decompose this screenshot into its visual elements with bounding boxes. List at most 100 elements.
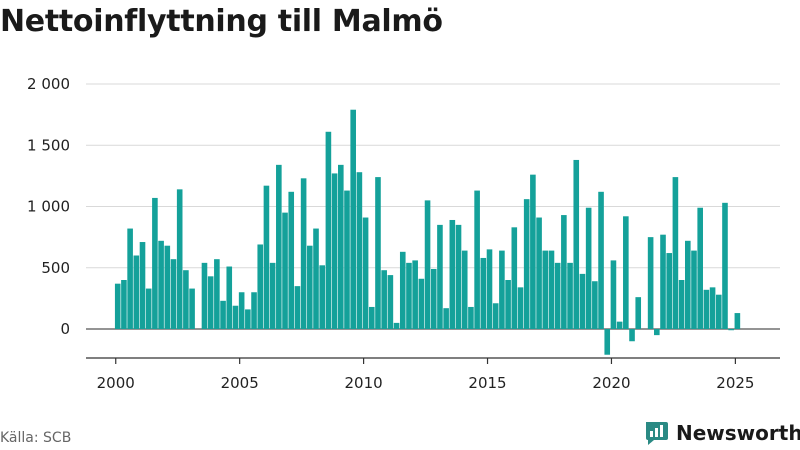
bar (517, 287, 524, 329)
bar (164, 245, 171, 329)
bar (455, 224, 462, 330)
y-tick-label: 500 (41, 259, 70, 277)
bar (338, 164, 344, 329)
newsworthy-brand[interactable]: Newsworthy (644, 420, 800, 446)
bar (238, 292, 245, 329)
bar (542, 250, 549, 329)
bar (579, 273, 586, 330)
bar (207, 276, 214, 329)
bar (573, 159, 580, 329)
bar (610, 260, 617, 329)
bar (170, 259, 177, 329)
bar (263, 185, 270, 329)
bar (251, 292, 257, 329)
y-axis-labels: 0 500 1 000 1 500 2 000 (27, 75, 70, 338)
bar (307, 245, 313, 329)
bar (461, 250, 468, 329)
bar (189, 288, 195, 329)
bar (424, 200, 431, 330)
bar (399, 251, 406, 329)
bar (437, 224, 443, 330)
x-tick-label: 2005 (221, 374, 259, 392)
bar (350, 109, 356, 329)
bar (697, 207, 703, 329)
bar (412, 260, 418, 329)
bar (468, 306, 474, 329)
bar (176, 189, 183, 329)
bar (145, 288, 152, 329)
bar (183, 270, 189, 329)
bar (691, 250, 697, 329)
bar (505, 280, 511, 329)
bar (623, 216, 629, 329)
bar (703, 289, 710, 329)
bar (709, 287, 716, 329)
brand-name: Newsworthy (676, 421, 800, 445)
bar (214, 259, 220, 329)
bar (158, 240, 164, 329)
y-tick-label: 2 000 (27, 75, 70, 93)
bar (492, 303, 499, 329)
bar (201, 262, 208, 329)
bar (734, 313, 741, 329)
bar (685, 240, 691, 329)
chart-title: Nettoinflyttning till Malmö (0, 4, 443, 39)
bar (139, 242, 146, 329)
bar (313, 228, 319, 329)
bar (486, 249, 493, 330)
bar (245, 309, 251, 329)
bar (406, 262, 412, 329)
bar (647, 237, 654, 330)
source-note: Källa: SCB (0, 430, 72, 446)
bar (722, 202, 728, 329)
bar (121, 280, 127, 329)
y-tick-label: 0 (60, 320, 70, 338)
bar (635, 297, 642, 329)
bar (387, 275, 394, 329)
bar (127, 228, 133, 329)
x-tick-label: 2010 (345, 374, 383, 392)
bar (511, 227, 518, 329)
bar (418, 278, 425, 329)
bar (548, 250, 555, 329)
bar (530, 174, 536, 329)
bar (362, 217, 369, 329)
bar (331, 173, 338, 329)
bar (449, 219, 456, 329)
bar (133, 255, 140, 329)
bar-chart-logo-icon (646, 422, 668, 445)
bar (567, 262, 573, 329)
bar (536, 217, 542, 329)
bar (616, 321, 623, 329)
bar (375, 177, 381, 329)
bar (220, 300, 226, 329)
bar (114, 283, 121, 329)
bar (226, 266, 233, 329)
bar (257, 244, 264, 329)
bar (592, 281, 598, 329)
bar (554, 262, 561, 329)
bar (294, 286, 301, 330)
bar (288, 191, 295, 329)
bar (232, 305, 239, 329)
bar (393, 322, 400, 330)
bar (344, 190, 350, 329)
x-tick-label: 2000 (97, 374, 135, 392)
bar (672, 177, 679, 329)
bar (152, 197, 158, 329)
bar (381, 270, 387, 329)
x-tick-label: 2025 (716, 374, 754, 392)
bar (276, 164, 282, 329)
bar (585, 207, 592, 329)
bar (598, 191, 604, 329)
bar (319, 265, 326, 329)
bar (629, 329, 635, 342)
x-axis: 2000 2005 2010 2015 2020 2025 (86, 357, 780, 392)
y-tick-label: 1 000 (27, 198, 70, 216)
bar (654, 329, 660, 336)
bar (561, 215, 567, 329)
bar (356, 172, 363, 329)
bar (325, 131, 332, 329)
bar (430, 268, 437, 329)
